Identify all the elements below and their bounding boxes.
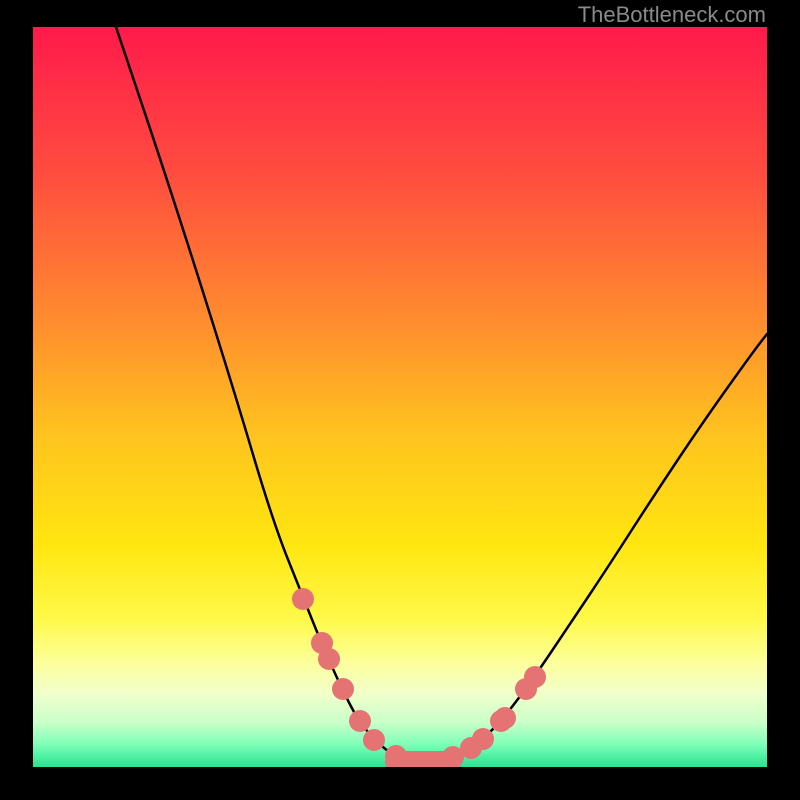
outer-frame: TheBottleneck.com <box>0 0 800 800</box>
data-marker <box>349 710 371 732</box>
data-marker <box>363 729 385 751</box>
watermark: TheBottleneck.com <box>578 2 766 28</box>
data-marker <box>385 745 407 767</box>
data-marker <box>472 728 494 750</box>
data-marker <box>494 707 516 729</box>
bottleneck-curve <box>116 27 767 763</box>
chart-svg <box>33 27 767 767</box>
data-marker <box>524 666 546 688</box>
data-marker <box>292 588 314 610</box>
data-marker <box>318 648 340 670</box>
plot-area <box>33 27 767 767</box>
data-marker <box>332 678 354 700</box>
